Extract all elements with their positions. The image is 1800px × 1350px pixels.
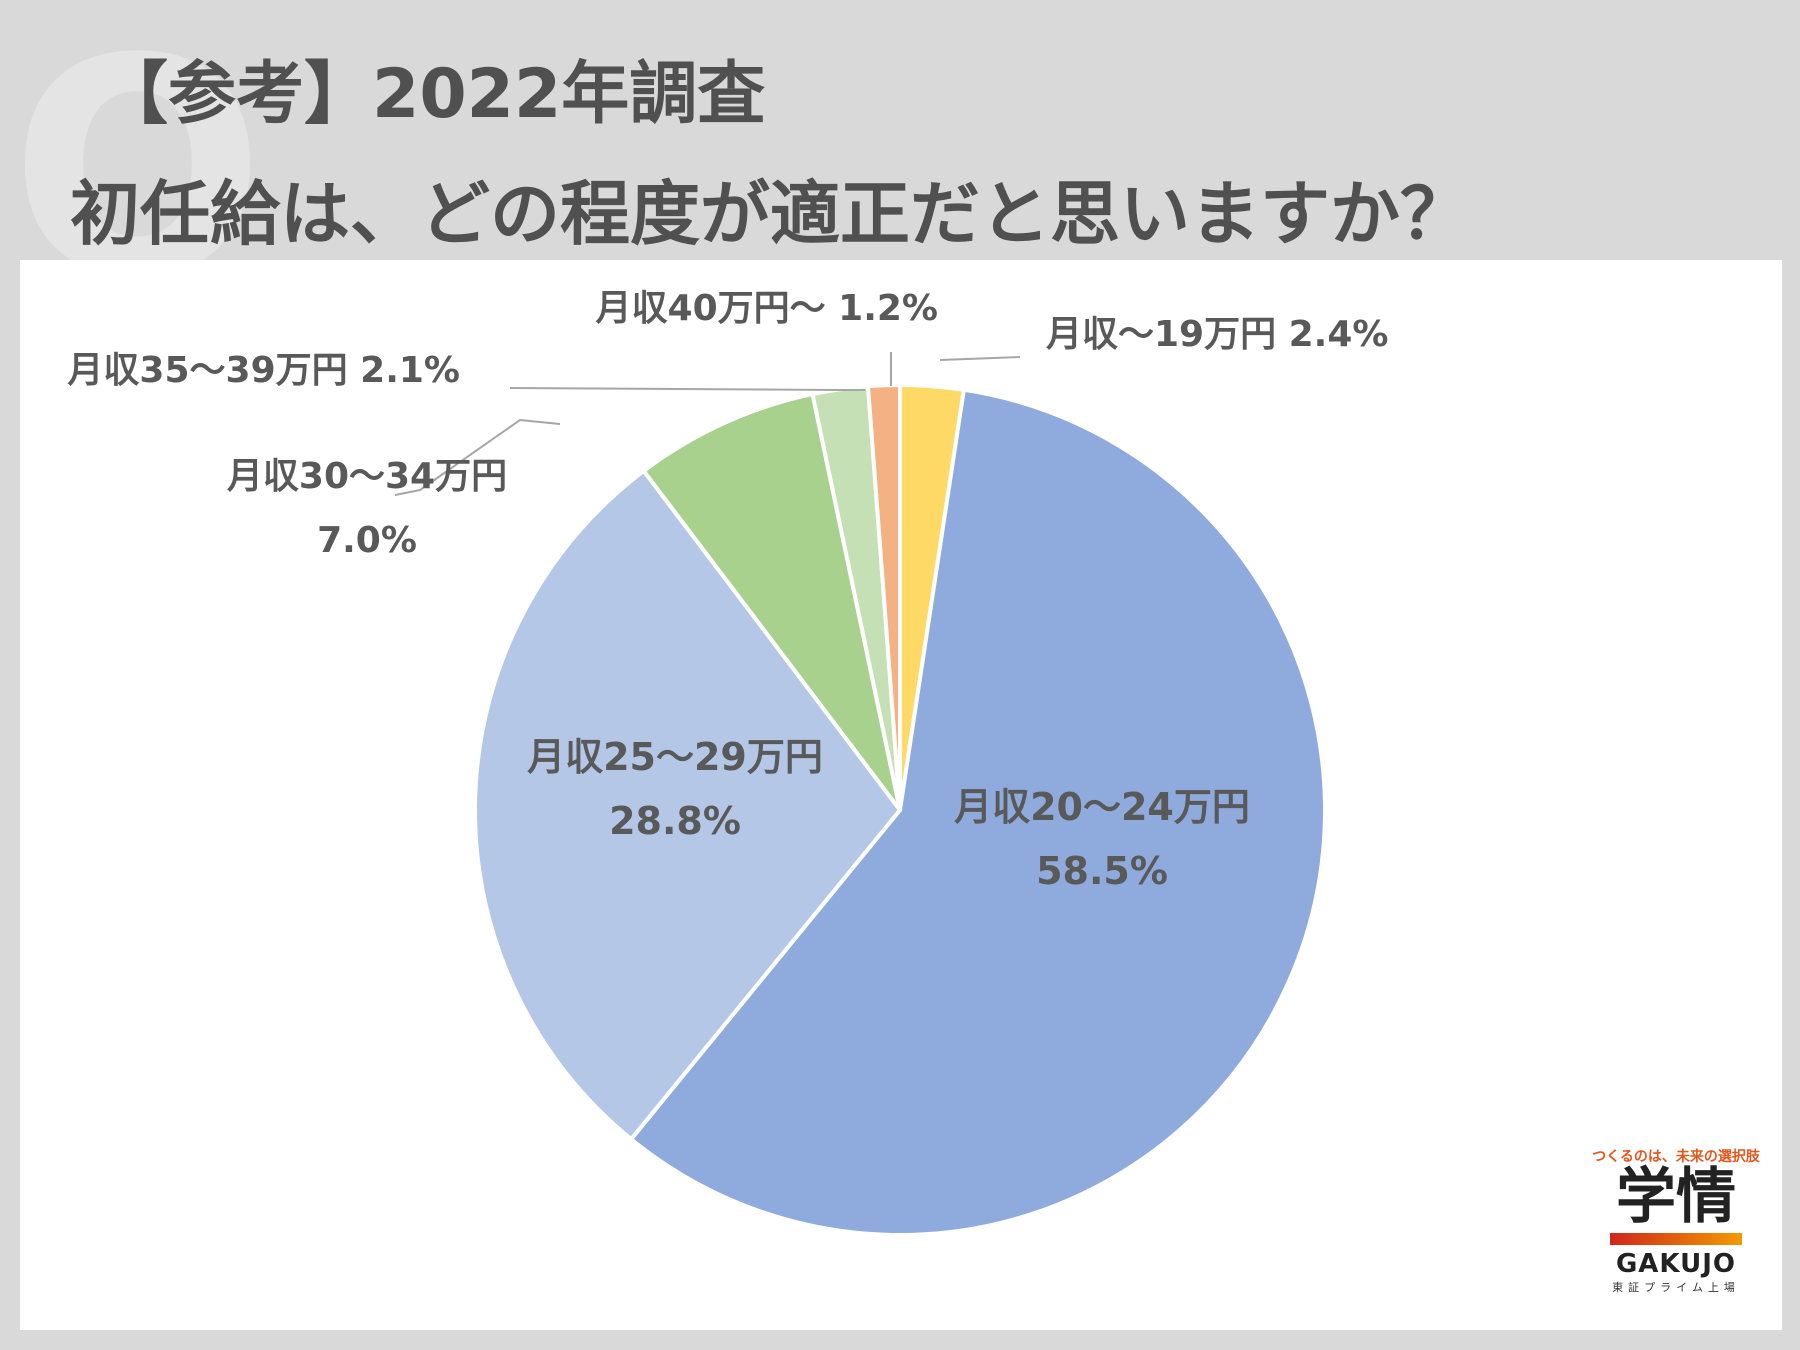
pie-chart: 月収～19万円 2.4% 月収20～24万円 58.5% 月収25～29万円 28.8%… <box>67 288 1388 1237</box>
slice-label: 月収40万円～ 1.2% <box>596 288 938 329</box>
chart-panel: 月収～19万円 2.4% 月収20～24万円 58.5% 月収25～29万円 28.8%… <box>20 260 1782 1330</box>
slice-value-label: 58.5% <box>1036 849 1168 893</box>
leader-line <box>509 387 865 391</box>
slice-label: 月収～19万円 2.4% <box>1046 314 1388 355</box>
logo-subtitle: 東証プライム上場 <box>1612 1281 1740 1294</box>
slice-label: 月収35～39万円 2.1% <box>67 350 460 391</box>
slice-value-label: 7.0% <box>317 520 417 561</box>
logo-bar <box>1610 1233 1742 1245</box>
logo-name-en: GAKUJO <box>1615 1249 1737 1279</box>
pie-slice <box>473 468 903 1142</box>
leader-line <box>939 356 1021 361</box>
pie-slice <box>628 387 1327 1237</box>
slice-label: 月収25～29万円 <box>527 735 823 779</box>
slice-label: 月収30～34万円 <box>227 456 507 497</box>
leader-line <box>394 418 561 496</box>
pie-slice <box>640 391 902 812</box>
logo-name-jp: 学情 <box>1616 1162 1736 1232</box>
page-title-line2: 初任給は、どの程度が適正だと思いますか？ <box>70 173 1470 255</box>
pie-slice <box>865 382 902 811</box>
gakujo-logo: つくるのは、未来の選択肢 学情 GAKUJO 東証プライム上場 <box>1586 1146 1766 1316</box>
logo-tagline: つくるのは、未来の選択肢 <box>1592 1149 1760 1165</box>
slice-value-label: 28.8% <box>609 799 741 843</box>
page-title-line1: 【参考】2022年調査 <box>100 55 766 134</box>
slice-label: 月収20～24万円 <box>954 785 1250 829</box>
